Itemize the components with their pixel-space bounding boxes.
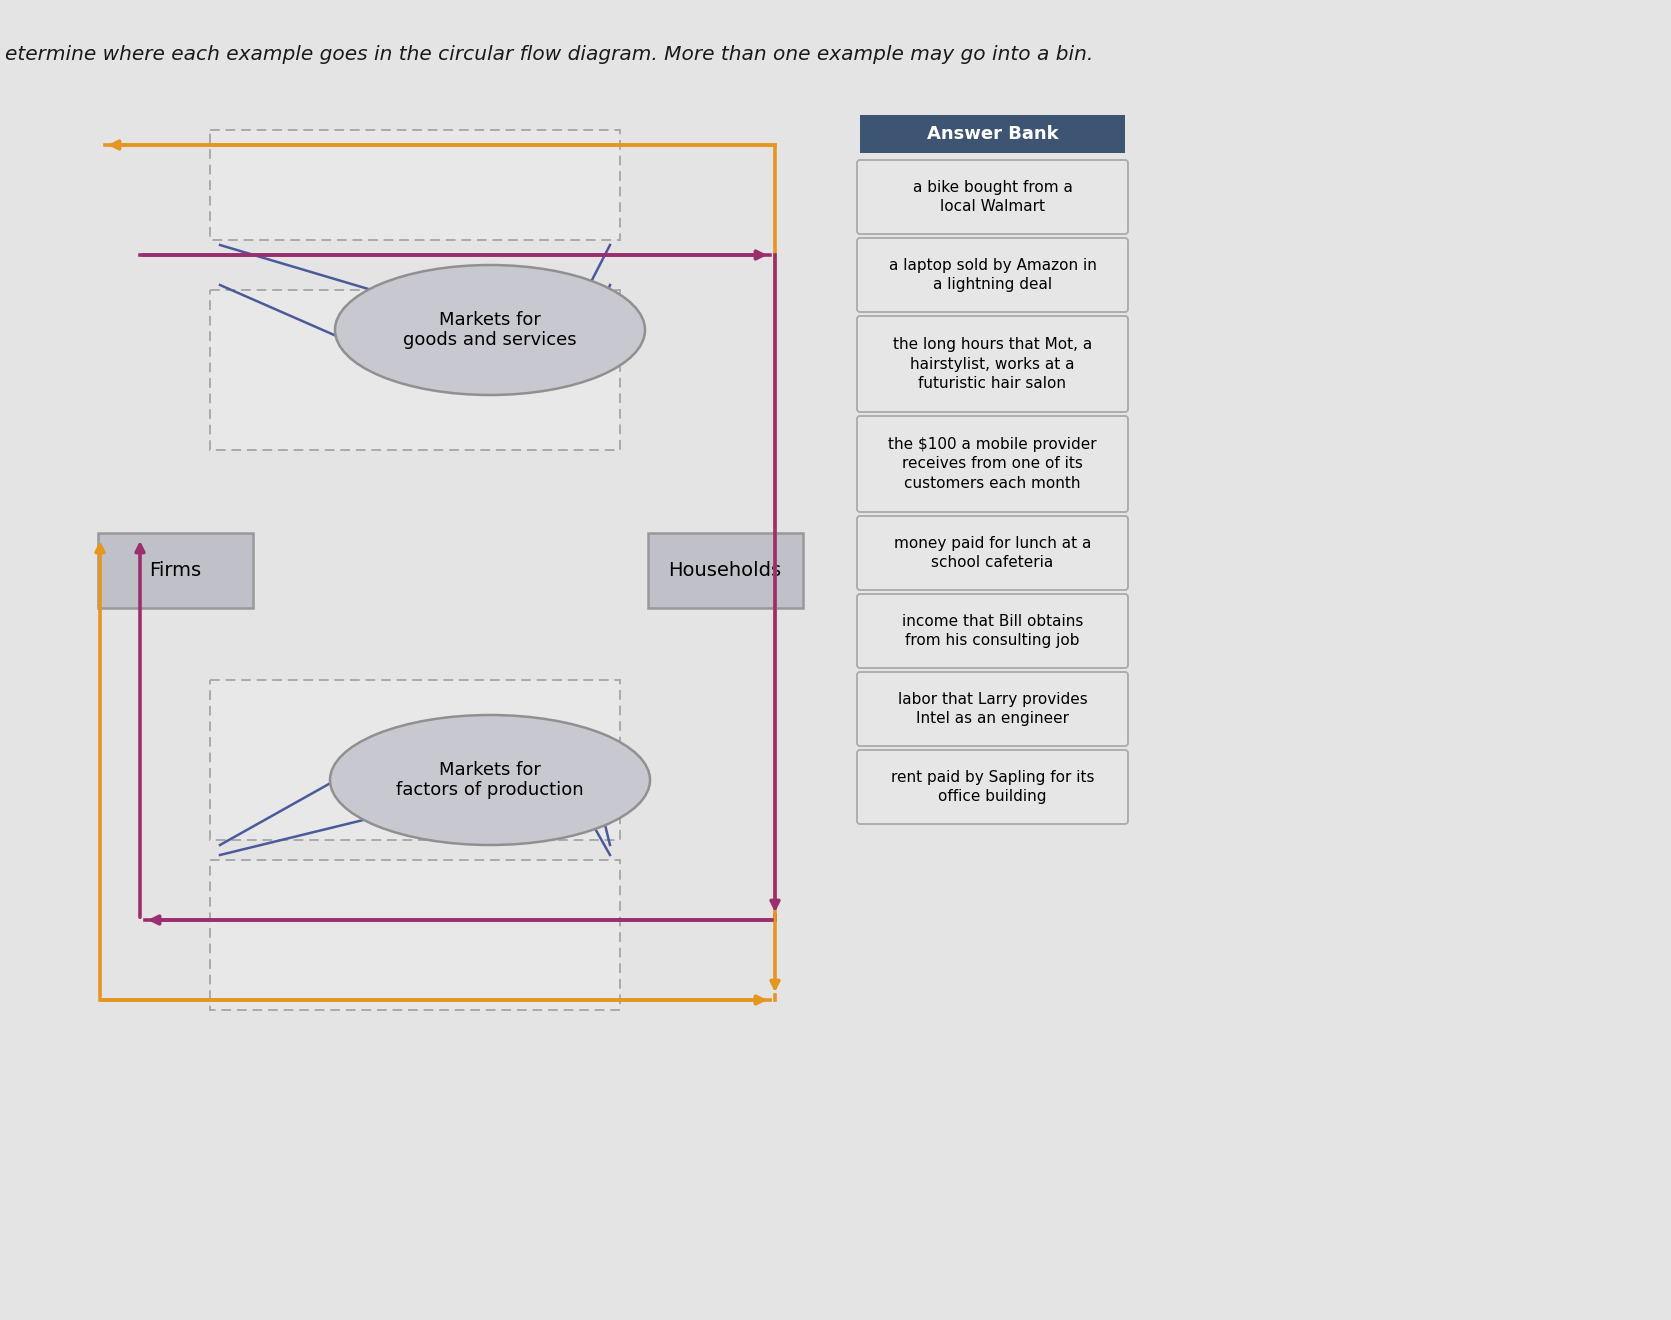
Text: Firms: Firms (149, 561, 201, 579)
Text: Households: Households (668, 561, 782, 579)
FancyBboxPatch shape (857, 238, 1128, 312)
Text: rent paid by Sapling for its
office building: rent paid by Sapling for its office buil… (891, 770, 1095, 804)
FancyBboxPatch shape (857, 516, 1128, 590)
Bar (211, 290, 620, 450)
FancyBboxPatch shape (648, 533, 804, 609)
FancyBboxPatch shape (857, 315, 1128, 412)
Text: income that Bill obtains
from his consulting job: income that Bill obtains from his consul… (902, 614, 1083, 648)
Text: Markets for
goods and services: Markets for goods and services (403, 310, 576, 350)
Text: Markets for
factors of production: Markets for factors of production (396, 760, 583, 800)
FancyBboxPatch shape (857, 416, 1128, 512)
Text: money paid for lunch at a
school cafeteria: money paid for lunch at a school cafeter… (894, 536, 1091, 570)
Text: the $100 a mobile provider
receives from one of its
customers each month: the $100 a mobile provider receives from… (889, 437, 1096, 491)
Text: Answer Bank: Answer Bank (927, 125, 1058, 143)
Bar (211, 129, 620, 240)
FancyBboxPatch shape (857, 594, 1128, 668)
FancyBboxPatch shape (857, 750, 1128, 824)
FancyBboxPatch shape (857, 160, 1128, 234)
FancyBboxPatch shape (861, 115, 1125, 153)
Text: labor that Larry provides
Intel as an engineer: labor that Larry provides Intel as an en… (897, 692, 1088, 726)
Ellipse shape (334, 265, 645, 395)
FancyBboxPatch shape (857, 672, 1128, 746)
Ellipse shape (329, 715, 650, 845)
Text: the long hours that Mot, a
hairstylist, works at a
futuristic hair salon: the long hours that Mot, a hairstylist, … (892, 338, 1093, 391)
Text: a bike bought from a
local Walmart: a bike bought from a local Walmart (912, 180, 1073, 214)
Text: a laptop sold by Amazon in
a lightning deal: a laptop sold by Amazon in a lightning d… (889, 257, 1096, 292)
Bar (211, 680, 620, 840)
Text: etermine where each example goes in the circular flow diagram. More than one exa: etermine where each example goes in the … (5, 45, 1093, 65)
FancyBboxPatch shape (99, 533, 252, 609)
Bar (211, 861, 620, 1010)
